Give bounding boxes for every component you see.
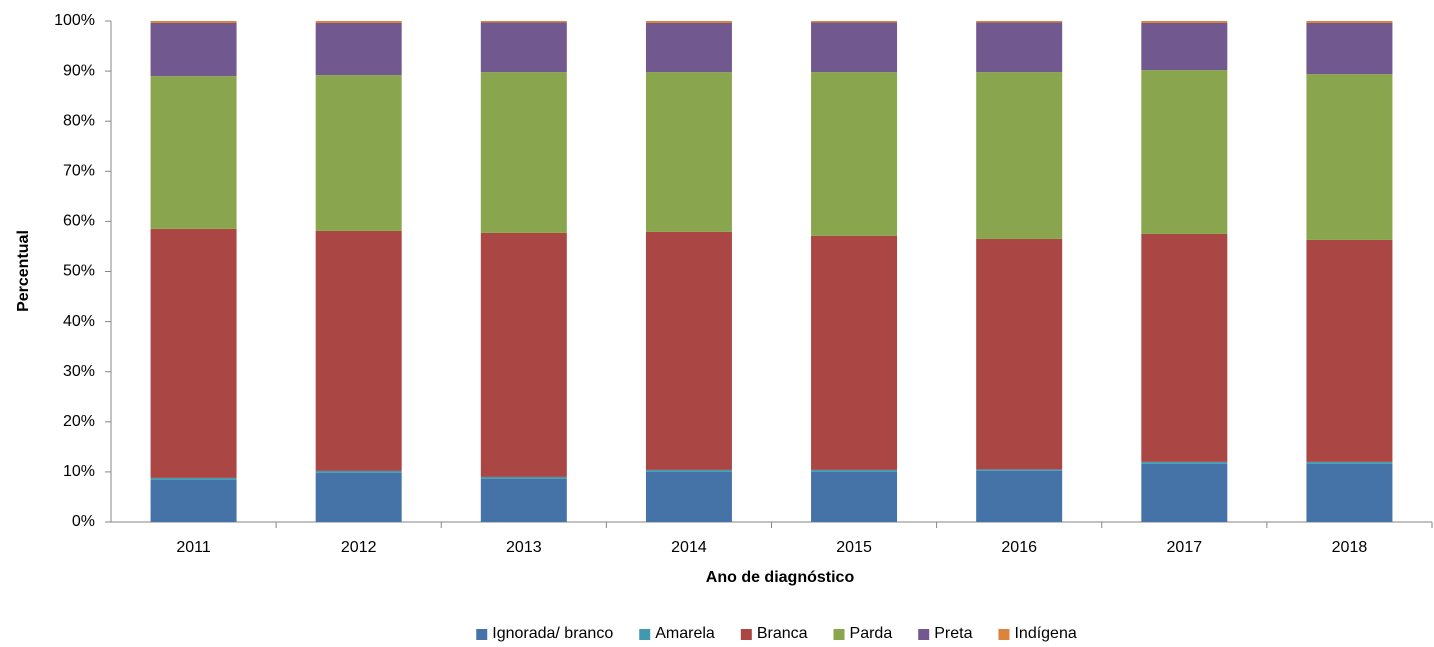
legend-label: Indígena: [1014, 625, 1076, 642]
bar-segment: [976, 469, 1063, 471]
legend-label: Ignorada/ branco: [492, 625, 613, 642]
bar-segment: [150, 76, 237, 229]
legend-label: Parda: [850, 625, 893, 642]
y-tick-label: 40%: [63, 313, 95, 330]
x-tick-label: 2013: [506, 539, 542, 556]
bar-segment: [480, 476, 567, 479]
bar-segment: [150, 21, 237, 24]
bar-segment: [480, 232, 567, 477]
bar-segment: [1141, 21, 1228, 24]
bar-segment: [976, 470, 1063, 522]
legend-swatch: [998, 629, 1010, 640]
bar-segment: [811, 469, 898, 472]
legend-swatch: [476, 629, 488, 640]
bar-segment: [480, 72, 567, 233]
bar-segment: [645, 231, 732, 470]
x-tick-label: 2014: [671, 539, 707, 556]
y-tick-label: 100%: [54, 12, 95, 29]
bar-segment: [645, 471, 732, 522]
x-tick-label: 2015: [836, 539, 872, 556]
bar-segment: [976, 72, 1063, 239]
bar-segment: [811, 471, 898, 522]
bar-segment: [1306, 461, 1393, 464]
x-axis-title: Ano de diagnóstico: [706, 569, 855, 586]
bar-segment: [811, 72, 898, 236]
bar-segment: [1141, 463, 1228, 522]
bar-segment: [1306, 23, 1393, 75]
bar-segment: [150, 477, 237, 480]
legend-label: Branca: [757, 625, 808, 642]
y-tick-label: 80%: [63, 112, 95, 129]
bar-segment: [811, 22, 898, 73]
bar-segment: [1306, 239, 1393, 462]
bar-segment: [1141, 23, 1228, 71]
bar-segment: [1141, 461, 1228, 464]
bar-segment: [976, 238, 1063, 470]
bar-segment: [645, 21, 732, 24]
y-tick-label: 70%: [63, 163, 95, 180]
bar-segment: [1306, 21, 1393, 24]
bar-segment: [315, 472, 402, 522]
bar-segment: [480, 478, 567, 522]
bar-segment: [645, 469, 732, 472]
bar-segment: [150, 228, 237, 478]
bar-segment: [150, 23, 237, 77]
y-tick-label: 90%: [63, 62, 95, 79]
x-tick-label: 2016: [1001, 539, 1037, 556]
bar-segment: [976, 22, 1063, 73]
legend-swatch: [639, 629, 651, 640]
y-tick-label: 30%: [63, 363, 95, 380]
bar-segment: [150, 479, 237, 522]
bar-segment: [1141, 233, 1228, 462]
y-tick-label: 0%: [72, 513, 95, 530]
x-tick-label: 2012: [341, 539, 377, 556]
y-tick-label: 60%: [63, 213, 95, 230]
legend-swatch: [833, 629, 845, 640]
bar-segment: [315, 21, 402, 24]
bar-segment: [811, 21, 898, 23]
bar-segment: [1141, 70, 1228, 234]
y-tick-label: 10%: [63, 463, 95, 480]
legend-swatch: [740, 629, 752, 640]
bar-segment: [480, 22, 567, 73]
bar-segment: [976, 21, 1063, 23]
y-tick-label: 50%: [63, 263, 95, 280]
bar-segment: [315, 470, 402, 473]
bar-segment: [315, 23, 402, 76]
bar-segment: [645, 23, 732, 73]
y-tick-label: 20%: [63, 413, 95, 430]
x-tick-label: 2018: [1332, 539, 1368, 556]
bar-segment: [811, 235, 898, 470]
bar-segment: [315, 230, 402, 471]
legend-swatch: [918, 629, 930, 640]
x-tick-label: 2017: [1167, 539, 1203, 556]
legend-label: Amarela: [655, 625, 715, 642]
bar-segment: [315, 75, 402, 231]
bar-segment: [645, 72, 732, 232]
y-axis-title: Percentual: [15, 230, 32, 312]
bar-segment: [480, 21, 567, 23]
x-tick-label: 2011: [176, 539, 211, 556]
bar-segment: [1306, 74, 1393, 240]
legend-label: Preta: [934, 625, 972, 642]
bar-segment: [1306, 463, 1393, 522]
